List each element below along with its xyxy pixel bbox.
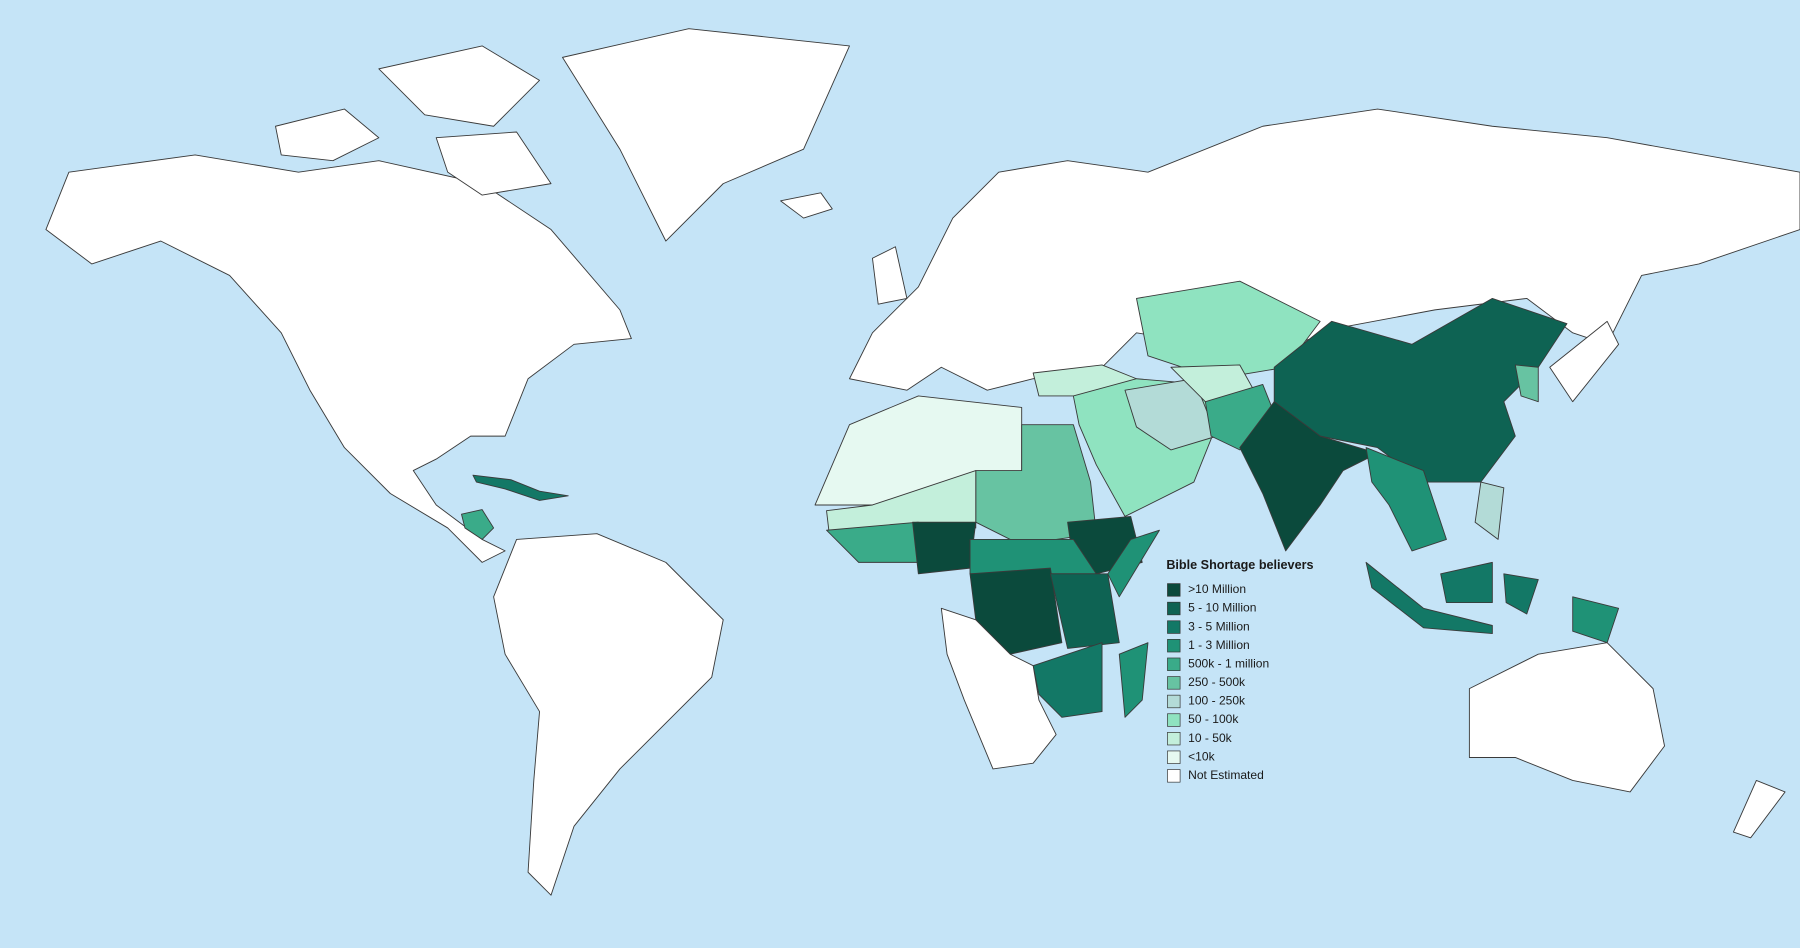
legend-label: 100 - 250k [1188, 694, 1246, 708]
madagascar [1118, 642, 1149, 718]
legend-swatch [1167, 732, 1181, 746]
india [1239, 401, 1379, 552]
east-africa [1049, 573, 1120, 649]
legend-label: >10 Million [1188, 582, 1246, 596]
north-america [45, 154, 632, 563]
northeast-africa [975, 424, 1097, 540]
legend-swatch [1167, 583, 1181, 597]
indonesia [1365, 561, 1493, 634]
australia [1468, 642, 1666, 793]
legend-label: 1 - 3 Million [1188, 638, 1250, 652]
legend-swatch [1167, 601, 1181, 616]
southeast-africa [1032, 642, 1103, 718]
nigeria [912, 521, 977, 575]
legend-swatch [1167, 620, 1181, 634]
legend-label: 50 - 100k [1188, 712, 1239, 726]
legend-swatch [1167, 750, 1181, 764]
iceland [780, 192, 833, 219]
philippines [1474, 481, 1505, 540]
central-america [461, 509, 495, 540]
borneo [1440, 561, 1493, 604]
dr-congo [969, 567, 1063, 655]
countries [45, 28, 1800, 896]
legend-swatch [1167, 639, 1181, 653]
china [1273, 297, 1568, 483]
arctic-islands [275, 108, 380, 162]
legend-label: Not Estimated [1188, 768, 1264, 782]
new-zealand [1732, 779, 1786, 839]
southern-africa [940, 607, 1057, 770]
britain [871, 246, 908, 305]
legend-label: 250 - 500k [1188, 675, 1246, 689]
greenland [562, 28, 850, 242]
japan [1549, 320, 1620, 403]
southeast-asia [1365, 447, 1447, 552]
legend-swatch [1167, 694, 1181, 709]
legend: Bible Shortage believers >10 Million 5 - … [1166, 558, 1314, 783]
legend-label: 10 - 50k [1188, 731, 1233, 745]
legend-swatch [1167, 657, 1181, 671]
south-america [493, 533, 724, 896]
legend-swatch [1167, 713, 1181, 727]
legend-title: Bible Shortage believers [1166, 558, 1313, 572]
legend-label: <10k [1188, 749, 1215, 763]
caribbean [472, 474, 569, 501]
arctic-islands [378, 45, 541, 127]
legend-swatch [1167, 769, 1181, 783]
somalia [1107, 529, 1160, 598]
korea [1514, 364, 1539, 403]
legend-label: 500k - 1 million [1188, 656, 1269, 670]
arctic-islands [435, 131, 552, 196]
iran [1124, 378, 1218, 451]
legend-swatch [1167, 676, 1181, 690]
sulawesi [1503, 573, 1539, 615]
legend-label: 5 - 10 Million [1188, 601, 1256, 615]
legend-label: 3 - 5 Million [1188, 619, 1250, 633]
